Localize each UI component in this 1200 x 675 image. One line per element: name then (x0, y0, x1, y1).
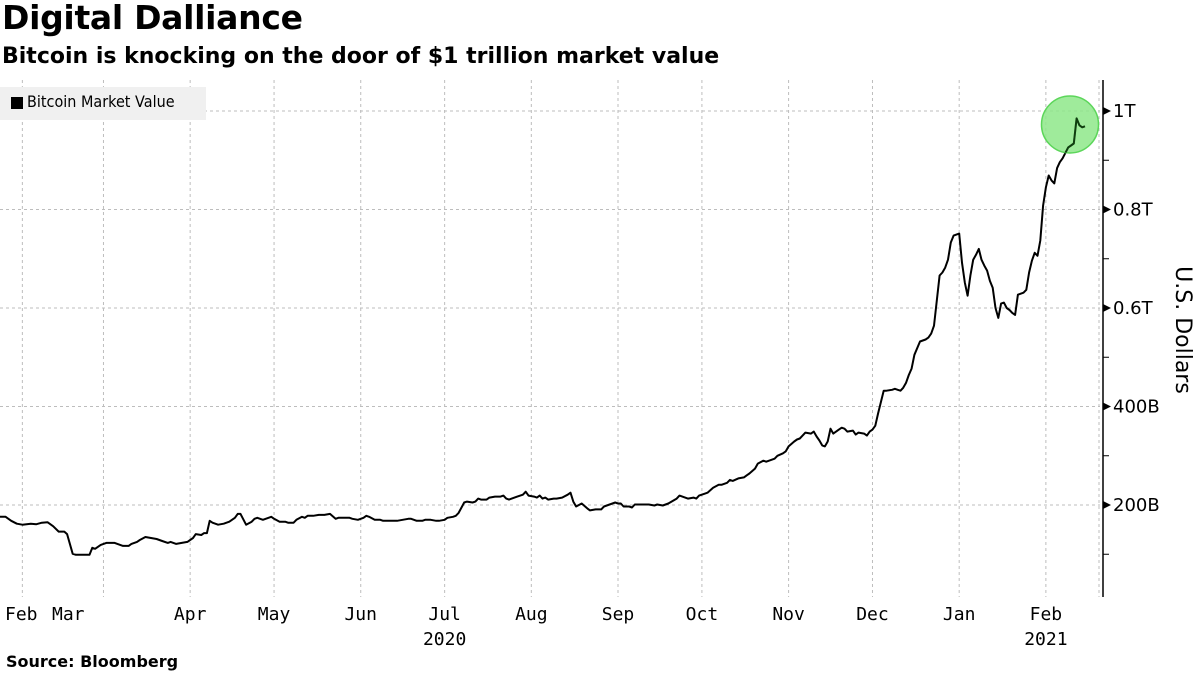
y-major-tick (1103, 205, 1111, 214)
chart-title: Digital Dalliance (2, 0, 303, 37)
x-year-label: 2020 (423, 629, 466, 650)
highlight-layer (1040, 95, 1100, 154)
y-major-tick (1103, 501, 1111, 509)
series-line-bitcoin-market-value (0, 117, 1086, 556)
y-tick-label: 0.8T (1113, 200, 1154, 221)
x-tick-label: May (258, 604, 291, 625)
x-tick-label: Mar (52, 604, 85, 625)
grid (0, 80, 1100, 597)
source-note: Source: Bloomberg (6, 652, 179, 671)
x-tick-label: Jun (344, 604, 377, 625)
x-year-label: 2021 (1024, 629, 1067, 650)
x-tick-label: Sep (602, 604, 635, 625)
x-tick-label: Jul (428, 604, 461, 625)
y-tick-label: 1T (1113, 101, 1136, 122)
x-tick-label: Dec (856, 604, 889, 625)
x-tick-label: Aug (515, 604, 548, 625)
y-tick-label: 200B (1113, 495, 1160, 516)
y-tick-label: 0.6T (1113, 298, 1154, 319)
legend: Bitcoin Market Value (0, 87, 206, 120)
x-tick-label: Apr (174, 604, 207, 625)
y-axis: 200B 400B 0.6T 0.8T 1T U.S. Dollars (1102, 80, 1195, 597)
series-line-highlighted (1061, 117, 1086, 153)
x-tick-label: Feb (5, 604, 38, 625)
highlight-circle (1040, 95, 1100, 154)
x-tick-label: Nov (772, 604, 805, 625)
y-axis-title: U.S. Dollars (1170, 266, 1195, 394)
x-tick-label: Jan (943, 604, 976, 625)
chart-subtitle: Bitcoin is knocking on the door of $1 tr… (2, 44, 720, 69)
y-major-tick (1103, 107, 1111, 115)
y-major-tick (1103, 402, 1111, 411)
legend-label: Bitcoin Market Value (27, 92, 175, 111)
y-major-tick (1103, 304, 1111, 312)
x-tick-label: Feb (1030, 604, 1063, 625)
x-axis: Feb Mar Apr May Jun Jul Aug Sep Oct Nov Dec Jan Feb 2… (5, 604, 1068, 650)
series-layer (0, 117, 1086, 556)
x-tick-label: Oct (686, 604, 719, 625)
y-tick-label: 400B (1113, 397, 1160, 418)
legend-swatch-icon (11, 97, 23, 109)
